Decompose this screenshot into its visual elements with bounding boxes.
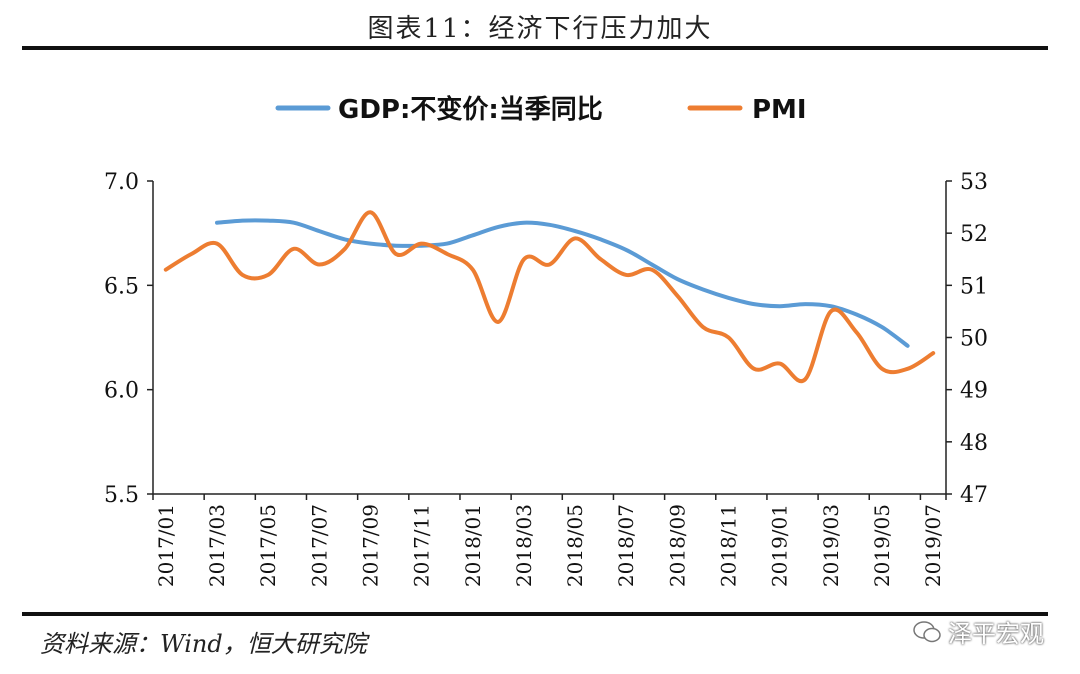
top-rule <box>22 46 1048 50</box>
x-tick-label: 2017/11 <box>410 504 434 587</box>
x-tick-label: 2018/07 <box>614 504 638 587</box>
x-tick-label: 2019/07 <box>921 504 945 587</box>
x-tick-label: 2017/05 <box>256 504 280 587</box>
legend: GDP:不变价:当季同比 PMI <box>275 94 807 125</box>
x-tick-label: 2017/01 <box>154 504 178 587</box>
legend-pmi-label: PMI <box>752 95 807 125</box>
right-tick-label: 50 <box>960 327 988 352</box>
left-tick-label: 7.0 <box>104 170 139 195</box>
x-tick-label: 2017/09 <box>358 504 382 587</box>
watermark-text: 泽平宏观 <box>948 620 1044 648</box>
right-tick-label: 48 <box>960 431 988 456</box>
watermark: 泽平宏观 <box>912 614 1044 649</box>
x-tick-label: 2018/05 <box>563 504 587 587</box>
axes: 5.5 6.0 6.5 7.0 47 48 49 50 51 52 53 2017/01 2017/03… <box>104 170 988 587</box>
x-tick-label: 2018/11 <box>717 504 741 587</box>
legend-gdp-label: GDP:不变价:当季同比 <box>338 94 603 125</box>
left-tick-label: 6.5 <box>104 274 139 299</box>
x-tick-label: 2017/07 <box>307 504 331 587</box>
x-tick-label: 2018/01 <box>461 504 485 587</box>
right-tick-label: 47 <box>960 483 988 508</box>
source-note: 资料来源：Wind，恒大研究院 <box>40 630 367 658</box>
x-tick-label: 2018/09 <box>665 504 689 587</box>
right-tick-label: 49 <box>960 379 988 404</box>
pmi-series-line <box>163 210 936 384</box>
wechat-icon <box>913 620 941 642</box>
gdp-series-line <box>215 218 910 348</box>
series <box>163 210 936 384</box>
chart: GDP:不变价:当季同比 PMI 5.56.06.57.047484950515… <box>104 94 988 587</box>
x-tick-label: 2019/05 <box>870 504 894 587</box>
bottom-rule <box>22 612 1048 616</box>
left-tick-label: 6.0 <box>104 379 139 404</box>
right-tick-label: 53 <box>960 170 988 195</box>
right-tick-label: 51 <box>960 274 988 299</box>
left-tick-label: 5.5 <box>104 483 139 508</box>
x-tick-label: 2019/01 <box>768 504 792 587</box>
right-tick-label: 52 <box>960 222 988 247</box>
x-tick-label: 2019/03 <box>819 504 843 587</box>
chart-title: 图表11：经济下行压力加大 <box>367 14 713 44</box>
x-tick-label: 2018/03 <box>512 504 536 587</box>
x-tick-label: 2017/03 <box>205 504 229 587</box>
